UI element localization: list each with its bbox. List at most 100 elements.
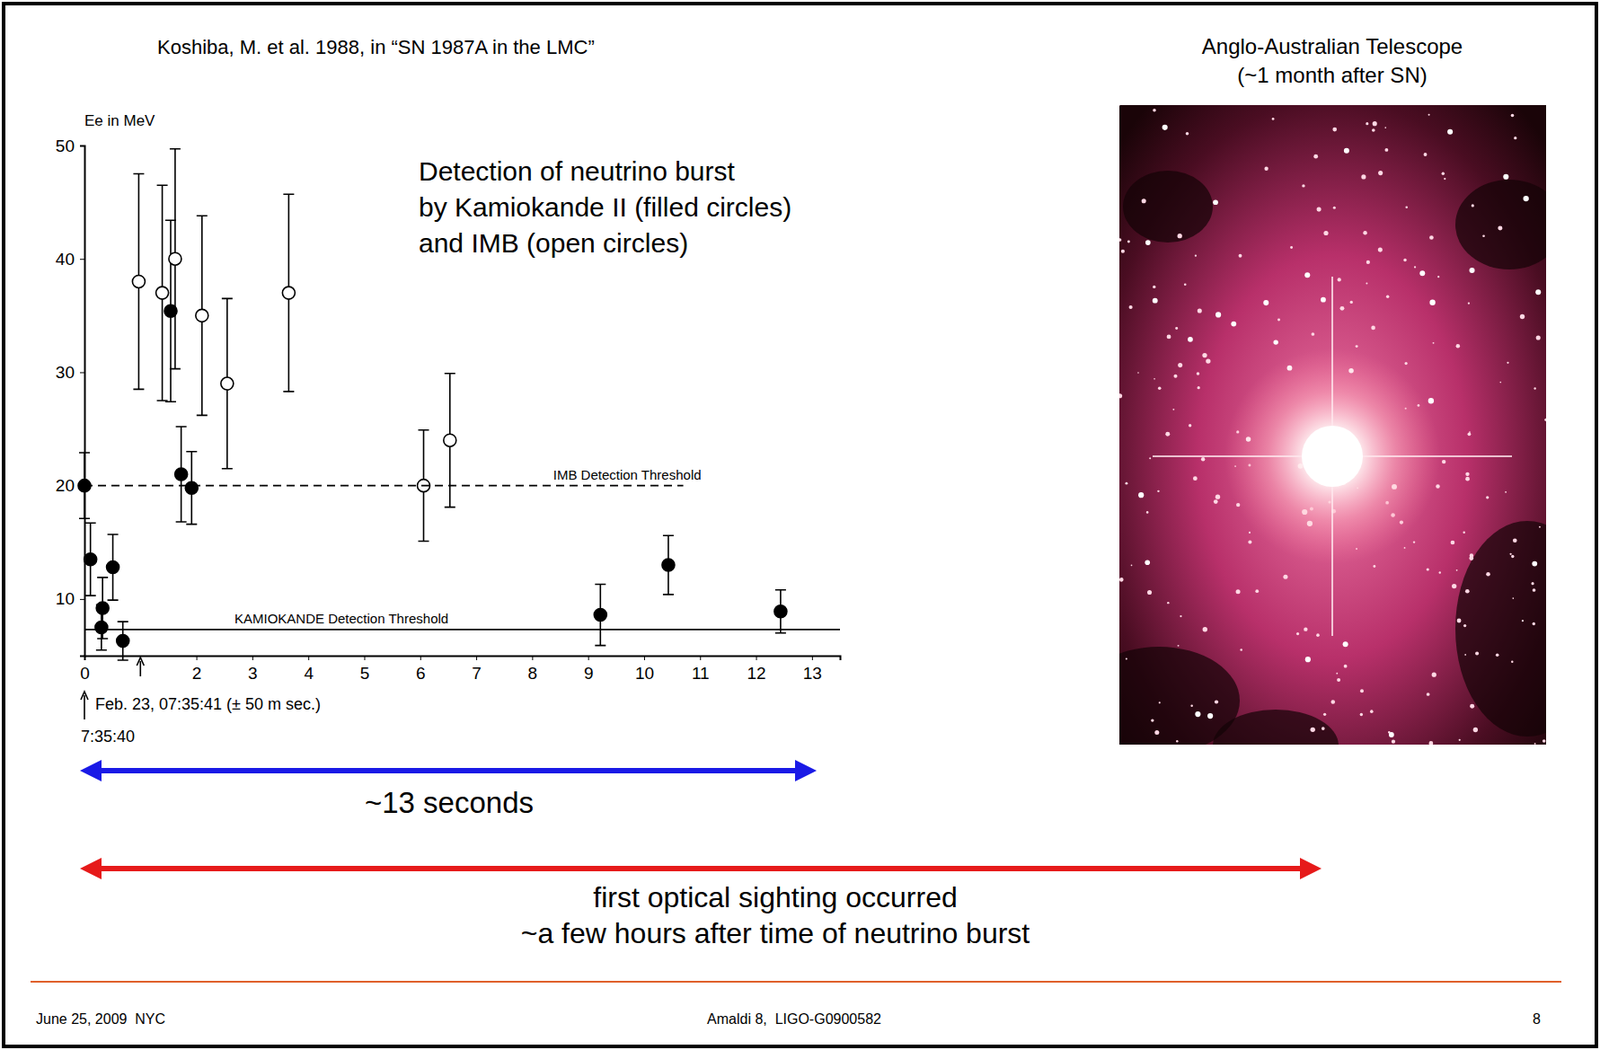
star bbox=[1469, 704, 1475, 709]
star bbox=[1533, 387, 1536, 389]
x-tick: 6 bbox=[415, 655, 426, 683]
x-tick-mark bbox=[812, 655, 814, 661]
y-tick: 10 bbox=[55, 589, 85, 609]
star bbox=[1335, 672, 1338, 675]
star bbox=[1467, 432, 1472, 436]
star bbox=[1530, 582, 1534, 585]
star bbox=[1432, 672, 1437, 678]
y-tick-label: 50 bbox=[55, 136, 75, 156]
x-tick-label: 9 bbox=[583, 663, 594, 683]
star bbox=[1370, 326, 1376, 331]
span-arrow bbox=[90, 866, 1311, 872]
star bbox=[1350, 300, 1353, 304]
plot-marks bbox=[78, 149, 840, 661]
dust-lane bbox=[1455, 179, 1547, 270]
threshold-line bbox=[84, 628, 840, 631]
star bbox=[1473, 727, 1478, 733]
x-tick: 10 bbox=[635, 655, 655, 683]
star bbox=[1403, 258, 1406, 262]
data-point bbox=[195, 309, 209, 322]
star bbox=[1414, 265, 1416, 268]
y-tick-mark bbox=[79, 599, 85, 601]
star bbox=[1542, 739, 1547, 743]
star bbox=[1370, 709, 1374, 714]
star bbox=[1428, 114, 1431, 116]
star bbox=[1311, 332, 1316, 336]
star bbox=[1531, 561, 1538, 567]
star bbox=[1497, 225, 1503, 230]
star bbox=[1197, 308, 1203, 313]
star bbox=[1185, 132, 1190, 136]
time-arrow bbox=[136, 657, 144, 677]
star bbox=[1158, 387, 1162, 391]
star bbox=[1441, 171, 1445, 175]
star bbox=[1391, 740, 1396, 744]
series-points bbox=[78, 220, 787, 661]
optical-label: first optical sighting occurred bbox=[592, 881, 958, 914]
star bbox=[1331, 699, 1336, 705]
star bbox=[1127, 239, 1131, 243]
star bbox=[1471, 203, 1475, 207]
data-point bbox=[593, 609, 607, 622]
error-bar bbox=[85, 522, 97, 596]
star bbox=[1404, 547, 1406, 549]
star bbox=[1495, 653, 1500, 657]
supernova-core bbox=[1301, 425, 1363, 487]
y-tick: 50 bbox=[55, 136, 85, 156]
star bbox=[1248, 531, 1251, 534]
star bbox=[1333, 206, 1336, 210]
data-point bbox=[132, 274, 145, 288]
star bbox=[1157, 490, 1159, 493]
star bbox=[1465, 589, 1470, 594]
star bbox=[1158, 701, 1161, 704]
span-arrow bbox=[90, 768, 806, 774]
star bbox=[1149, 457, 1151, 460]
star bbox=[1450, 540, 1456, 546]
star bbox=[1177, 645, 1180, 647]
star bbox=[1162, 124, 1168, 131]
x-tick-label: 7 bbox=[471, 663, 482, 683]
error-bar bbox=[594, 583, 606, 646]
star bbox=[1443, 177, 1446, 180]
star bbox=[1532, 588, 1537, 593]
star bbox=[1207, 713, 1213, 719]
star bbox=[1534, 742, 1537, 745]
error-bar bbox=[444, 373, 456, 508]
star bbox=[1313, 154, 1318, 160]
x-tick: 8 bbox=[528, 655, 539, 683]
x-tick-mark bbox=[756, 655, 758, 661]
star bbox=[1165, 432, 1170, 437]
star bbox=[1215, 494, 1220, 499]
star bbox=[1511, 555, 1514, 558]
star bbox=[1544, 418, 1547, 422]
star bbox=[1340, 306, 1345, 311]
star bbox=[1378, 170, 1383, 176]
y-tick-label: 40 bbox=[55, 249, 75, 269]
star bbox=[1462, 531, 1465, 534]
x-tick: 5 bbox=[360, 655, 371, 683]
star bbox=[1124, 482, 1128, 486]
data-point bbox=[282, 286, 295, 300]
caption: Detection of neutrino burst bbox=[418, 156, 736, 186]
star bbox=[1119, 393, 1123, 398]
x-tick: 0 bbox=[79, 655, 90, 683]
data-point bbox=[106, 561, 120, 575]
star bbox=[1205, 358, 1211, 363]
star bbox=[1465, 477, 1470, 482]
y-tick-mark bbox=[79, 371, 85, 373]
star bbox=[1119, 238, 1122, 242]
star bbox=[1153, 378, 1156, 381]
star bbox=[1365, 282, 1368, 285]
x-tick: 12 bbox=[746, 655, 766, 683]
star bbox=[1467, 302, 1470, 305]
star bbox=[1166, 335, 1172, 340]
error-bar bbox=[185, 451, 197, 525]
star bbox=[1215, 311, 1221, 318]
star bbox=[1323, 230, 1328, 236]
slide-frame bbox=[3, 3, 1597, 1047]
x-tick-mark bbox=[588, 655, 590, 661]
x-tick-label: 10 bbox=[635, 663, 655, 683]
caption: and IMB (open circles) bbox=[418, 228, 689, 258]
y-tick-label: 30 bbox=[55, 362, 75, 382]
error-bar bbox=[132, 174, 144, 390]
